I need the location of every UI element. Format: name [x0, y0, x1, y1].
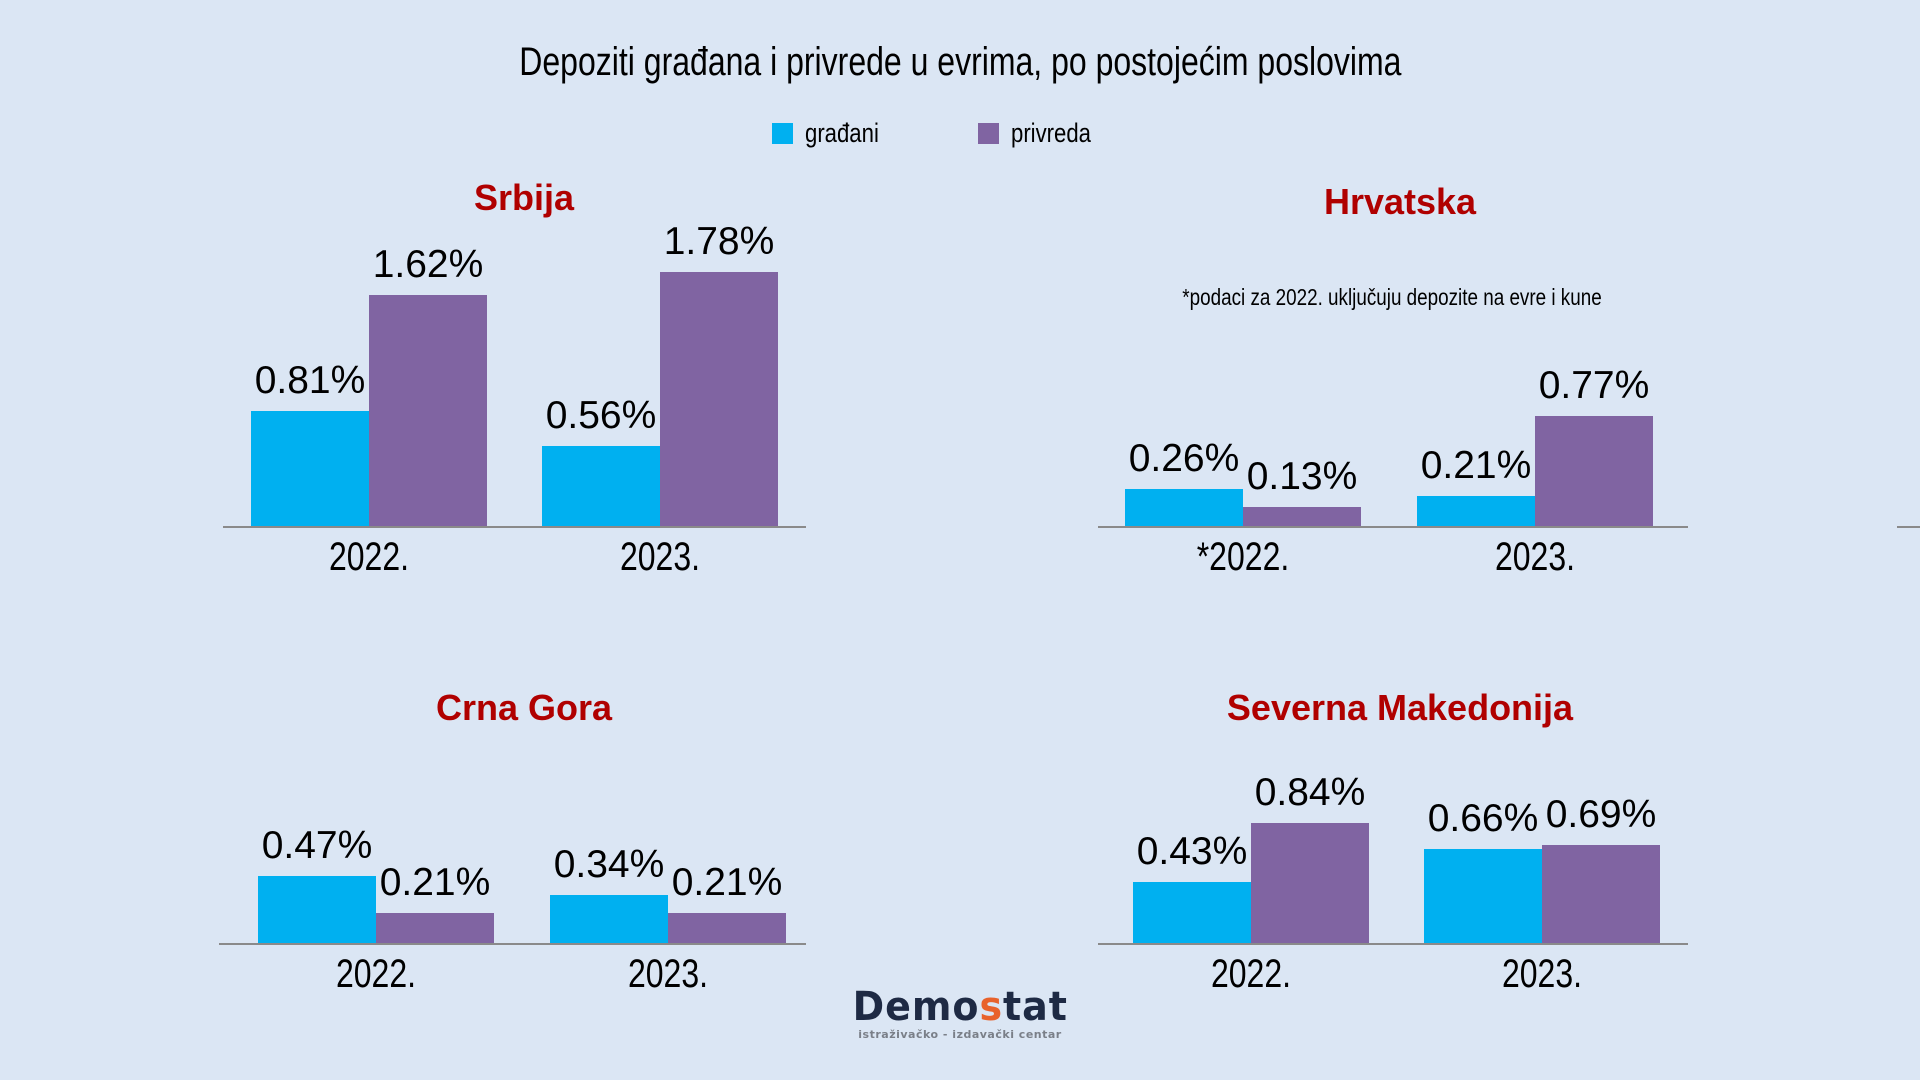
bar-gradjani-1: [542, 446, 660, 526]
category-label: 2023.: [1494, 535, 1576, 579]
legend-label-gradjani: građani: [805, 118, 879, 148]
bar-privreda-0: [369, 295, 487, 526]
bar-privreda-1: [1535, 416, 1653, 526]
data-label-privreda-0: 0.13%: [1246, 455, 1358, 498]
panel-title: Srbija: [473, 177, 575, 218]
data-label-privreda-0: 0.21%: [379, 861, 491, 904]
legend-label-privreda: privreda: [1011, 118, 1091, 148]
bar-privreda-1: [668, 913, 786, 943]
panel-footnote: *podaci za 2022. uključuju depozite na e…: [1182, 284, 1602, 310]
bar-gradjani-0: [1125, 489, 1243, 526]
bar-gradjani-0: [258, 876, 376, 943]
data-label-privreda-0: 1.62%: [372, 243, 484, 286]
data-label-privreda-0: 0.84%: [1254, 771, 1366, 814]
category-label: *2022.: [1196, 535, 1290, 579]
data-label-gradjani-0: 0.47%: [261, 824, 373, 867]
panel-title: Crna Gora: [435, 687, 613, 728]
data-label-gradjani-1: 0.21%: [1420, 444, 1532, 487]
bar-privreda-0: [1251, 823, 1369, 943]
panel-title: Severna Makedonija: [1226, 687, 1574, 728]
logo-text-pre: Demo: [852, 984, 980, 1030]
legend-swatch-gradjani: [772, 122, 793, 144]
x-axis-line: [1098, 943, 1688, 945]
demostat-logo: Demostat istraživačko - izdavački centar: [0, 986, 1920, 1042]
axis-fragment: [1897, 526, 1920, 528]
category-label: 2023.: [619, 535, 701, 579]
category-label: 2022.: [328, 535, 410, 579]
data-label-gradjani-0: 0.26%: [1128, 437, 1240, 480]
data-label-gradjani-1: 0.56%: [545, 394, 657, 437]
category-label: 2022.: [1210, 952, 1292, 996]
data-label-privreda-1: 0.21%: [671, 861, 783, 904]
x-axis-line: [223, 526, 806, 528]
logo-text-post: tat: [1002, 984, 1068, 1030]
panel-title: Hrvatska: [1323, 181, 1477, 222]
logo-subtitle: istraživačko - izdavački centar: [858, 1028, 1062, 1041]
bar-privreda-1: [1542, 845, 1660, 943]
legend: građani privreda: [0, 118, 1920, 148]
data-label-privreda-1: 1.78%: [663, 220, 775, 263]
bar-gradjani-1: [550, 895, 668, 943]
data-label-privreda-1: 0.77%: [1538, 364, 1650, 407]
category-label: 2023.: [1501, 952, 1583, 996]
bar-gradjani-1: [1417, 496, 1535, 526]
bar-gradjani-1: [1424, 849, 1542, 943]
bar-gradjani-0: [1133, 882, 1251, 943]
data-label-privreda-1: 0.69%: [1545, 793, 1657, 836]
legend-item-privreda: privreda: [978, 118, 1109, 148]
legend-item-gradjani: građani: [772, 118, 895, 148]
data-label-gradjani-0: 0.43%: [1136, 830, 1248, 873]
bar-privreda-1: [660, 272, 778, 526]
logo-wordmark: Demostat: [852, 986, 1067, 1028]
legend-swatch-privreda: [978, 122, 999, 144]
bar-privreda-0: [376, 913, 494, 943]
logo-text-accent: s: [979, 984, 1003, 1030]
x-axis-line: [1098, 526, 1688, 528]
chart-title: Depoziti građana i privrede u evrima, po…: [0, 38, 1920, 86]
data-label-gradjani-0: 0.81%: [254, 359, 366, 402]
category-label: 2023.: [627, 952, 709, 996]
category-label: 2022.: [335, 952, 417, 996]
data-label-gradjani-1: 0.66%: [1427, 797, 1539, 840]
bar-gradjani-0: [251, 411, 369, 526]
bar-privreda-0: [1243, 507, 1361, 526]
data-label-gradjani-1: 0.34%: [553, 843, 665, 886]
chart-title-text: Depoziti građana i privrede u evrima, po…: [518, 40, 1402, 84]
x-axis-line: [219, 943, 806, 945]
